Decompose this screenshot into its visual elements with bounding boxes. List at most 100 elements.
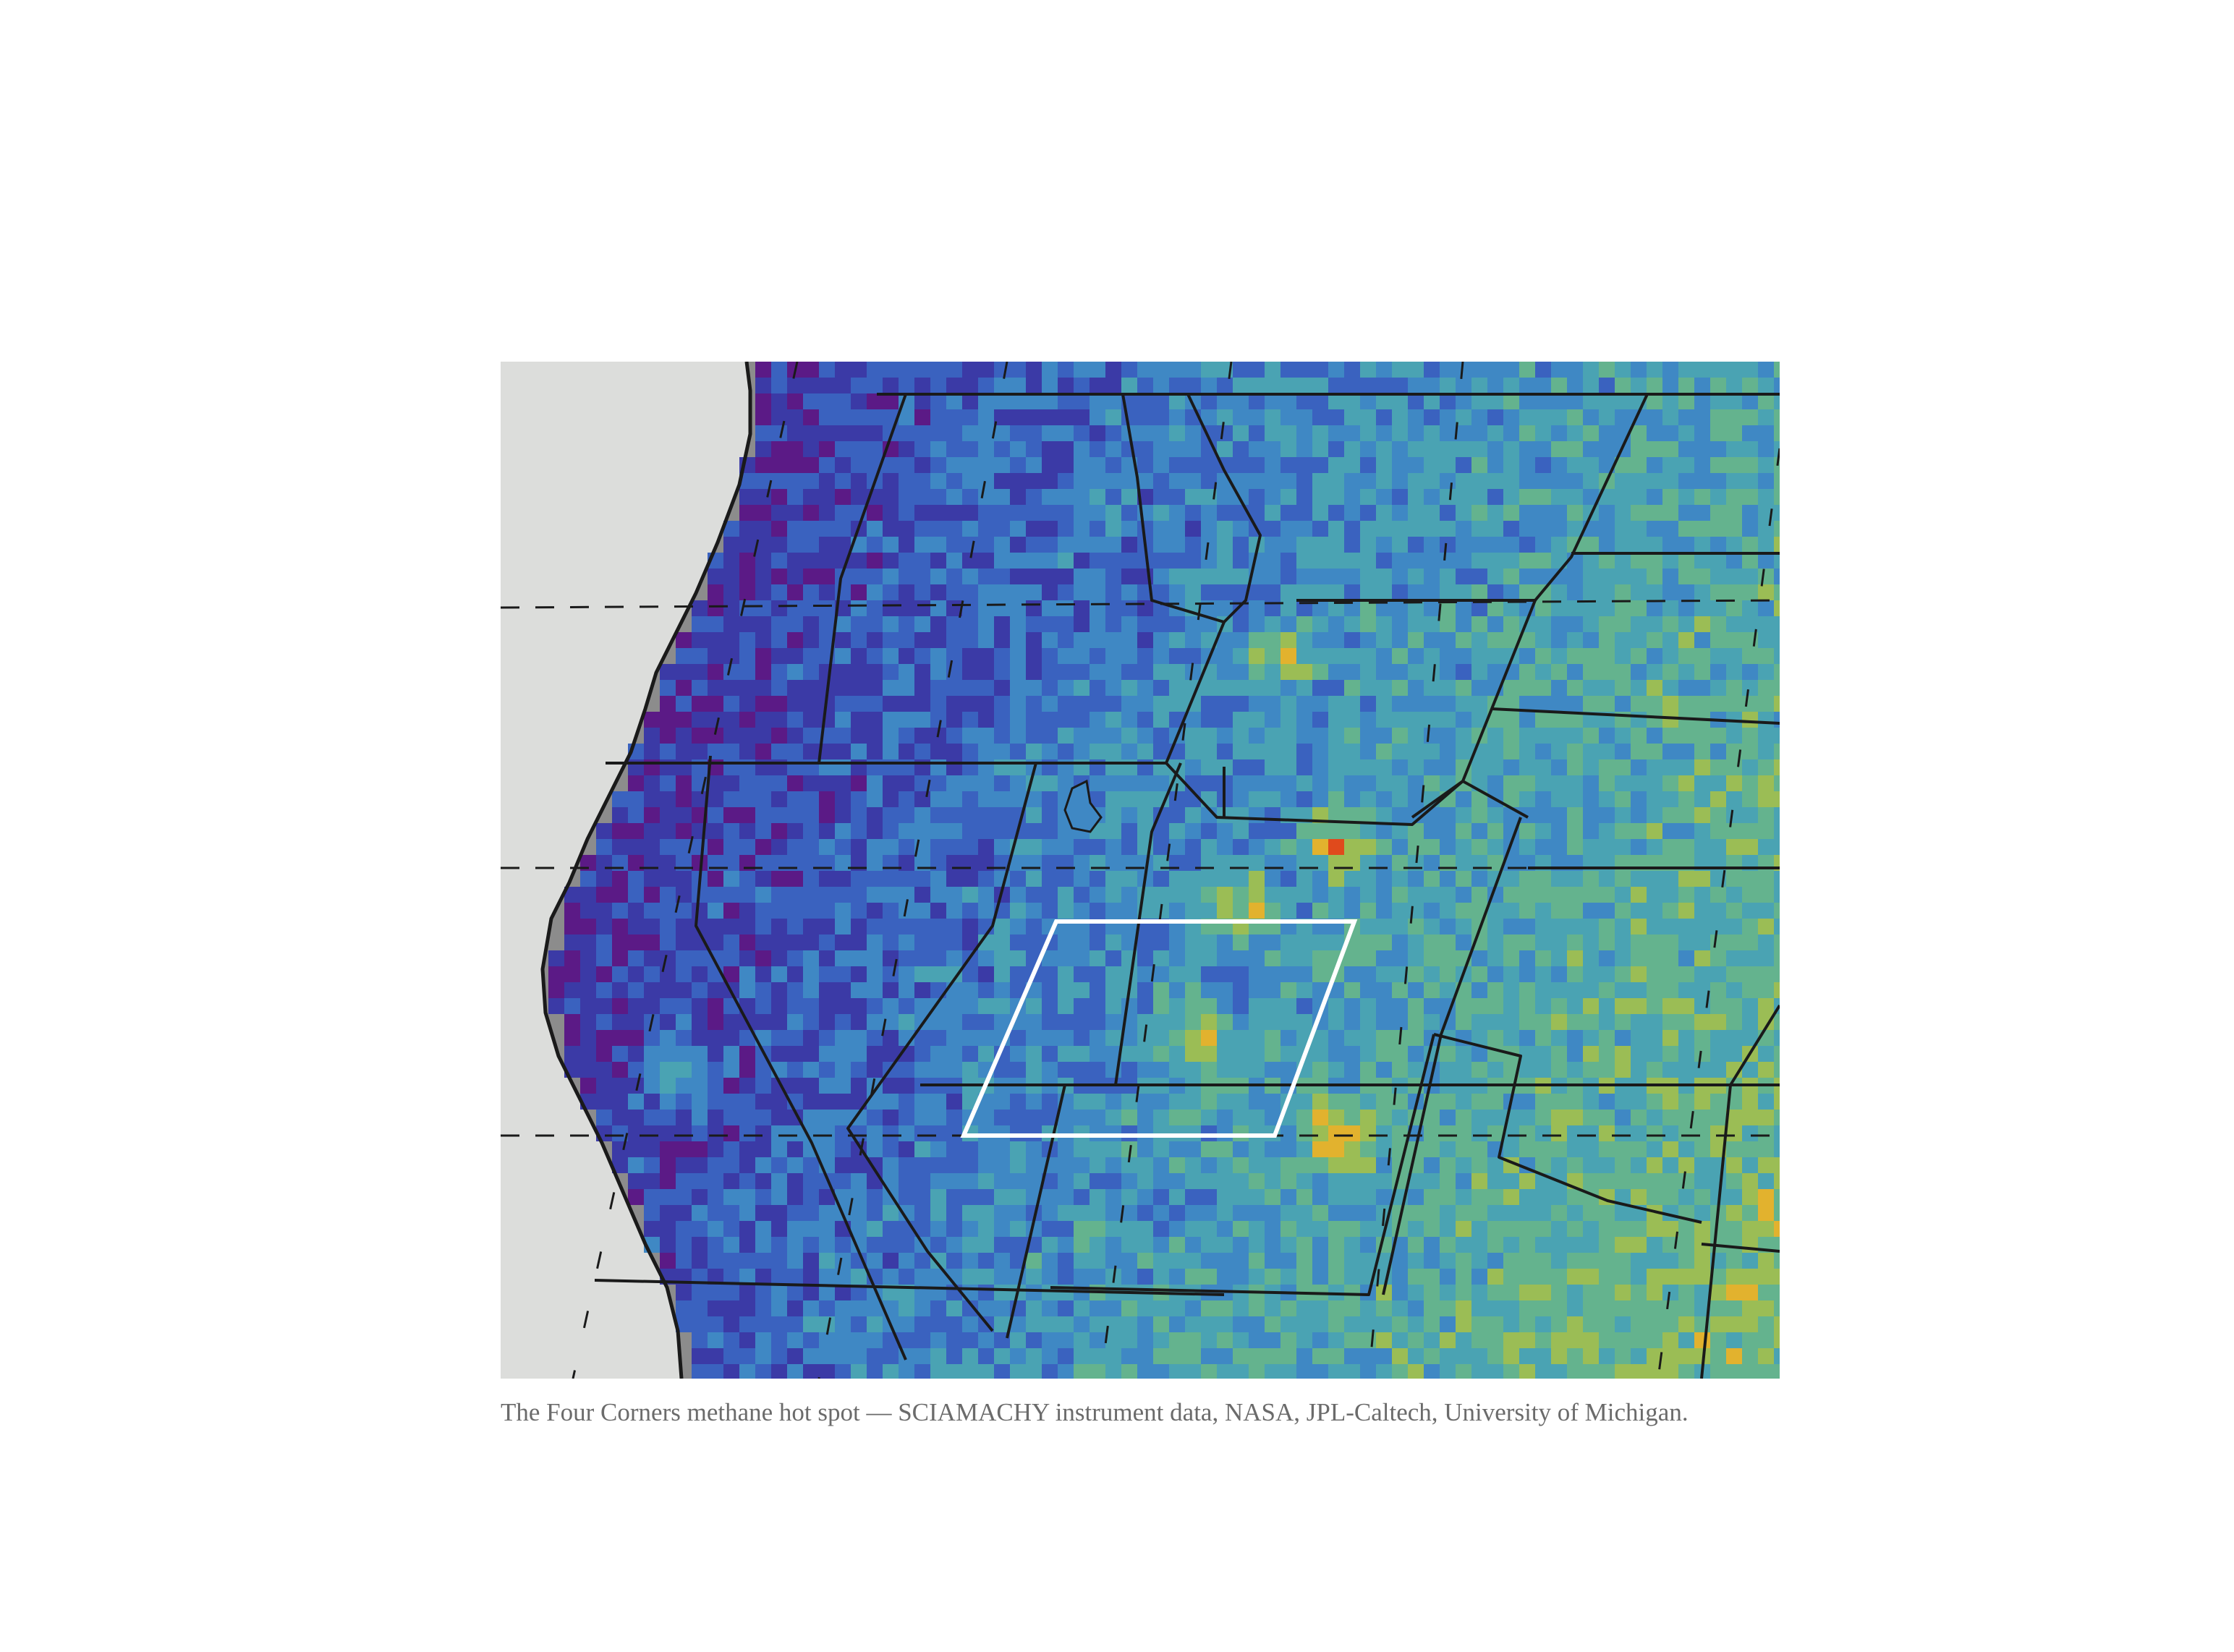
data-cell bbox=[1678, 584, 1694, 600]
data-cell bbox=[1471, 1157, 1487, 1173]
data-cell bbox=[962, 1094, 978, 1110]
data-cell bbox=[1249, 982, 1265, 998]
data-cell bbox=[1694, 632, 1710, 648]
data-cell bbox=[1153, 409, 1169, 425]
data-cell bbox=[1647, 1332, 1662, 1348]
data-cell bbox=[899, 664, 914, 680]
data-cell bbox=[1105, 1221, 1121, 1237]
data-cell bbox=[867, 362, 883, 378]
data-cell bbox=[1662, 378, 1678, 393]
data-cell bbox=[1169, 1141, 1185, 1157]
data-cell bbox=[835, 1173, 851, 1189]
data-cell bbox=[580, 919, 596, 934]
data-cell bbox=[723, 1157, 739, 1173]
data-cell bbox=[1090, 1348, 1105, 1364]
data-cell bbox=[1519, 378, 1535, 393]
data-cell bbox=[1249, 489, 1265, 505]
data-cell bbox=[1583, 441, 1599, 457]
data-cell bbox=[1694, 903, 1710, 919]
data-cell bbox=[803, 425, 819, 441]
data-cell bbox=[1026, 887, 1042, 903]
data-cell bbox=[1392, 696, 1408, 712]
data-cell bbox=[676, 728, 692, 744]
data-cell bbox=[1424, 473, 1440, 489]
data-cell bbox=[1631, 1253, 1647, 1269]
data-cell bbox=[1583, 489, 1599, 505]
data-cell bbox=[1169, 632, 1185, 648]
data-cell bbox=[1758, 807, 1774, 823]
data-cell bbox=[771, 1157, 787, 1173]
data-cell bbox=[723, 664, 739, 680]
data-cell bbox=[1026, 1332, 1042, 1348]
data-cell bbox=[1535, 1253, 1551, 1269]
data-cell bbox=[1249, 457, 1265, 473]
data-cell bbox=[1535, 616, 1551, 632]
data-cell bbox=[787, 1364, 803, 1379]
data-cell bbox=[1058, 982, 1074, 998]
data-cell bbox=[1440, 1221, 1456, 1237]
data-cell bbox=[819, 441, 835, 457]
data-cell bbox=[1344, 759, 1360, 775]
data-cell bbox=[994, 1348, 1010, 1364]
data-cell bbox=[1280, 1125, 1296, 1141]
data-cell bbox=[1121, 744, 1137, 759]
data-cell bbox=[1583, 1030, 1599, 1046]
data-cell bbox=[1647, 903, 1662, 919]
data-cell bbox=[1392, 919, 1408, 934]
data-cell bbox=[1535, 1300, 1551, 1316]
data-cell bbox=[787, 569, 803, 584]
data-cell bbox=[1710, 600, 1726, 616]
data-cell bbox=[723, 950, 739, 966]
data-cell bbox=[1567, 473, 1583, 489]
data-cell bbox=[1408, 393, 1424, 409]
data-cell bbox=[1440, 1157, 1456, 1173]
data-cell bbox=[755, 378, 771, 393]
data-cell bbox=[1535, 505, 1551, 521]
data-cell bbox=[930, 998, 946, 1014]
data-cell bbox=[1312, 982, 1328, 998]
data-cell bbox=[692, 744, 708, 759]
data-cell bbox=[867, 505, 883, 521]
data-cell bbox=[1042, 903, 1058, 919]
data-cell bbox=[1026, 1030, 1042, 1046]
data-cell bbox=[1296, 1110, 1312, 1125]
data-cell bbox=[1312, 1237, 1328, 1253]
data-cell bbox=[1010, 362, 1026, 378]
data-cell bbox=[867, 1300, 883, 1316]
data-cell bbox=[1631, 775, 1647, 791]
data-cell bbox=[1440, 664, 1456, 680]
data-cell bbox=[1296, 1094, 1312, 1110]
data-cell bbox=[1090, 1189, 1105, 1205]
data-cell bbox=[867, 616, 883, 632]
data-cell bbox=[1519, 680, 1535, 696]
data-cell bbox=[771, 505, 787, 521]
data-cell bbox=[676, 1110, 692, 1125]
data-cell bbox=[994, 744, 1010, 759]
data-cell bbox=[1153, 473, 1169, 489]
data-cell bbox=[1058, 966, 1074, 982]
data-cell bbox=[1519, 584, 1535, 600]
data-cell bbox=[851, 1332, 867, 1348]
data-cell bbox=[787, 966, 803, 982]
data-cell bbox=[819, 807, 835, 823]
data-cell bbox=[787, 1269, 803, 1285]
data-cell bbox=[1233, 553, 1249, 569]
data-cell bbox=[1471, 505, 1487, 521]
data-cell bbox=[1599, 441, 1615, 457]
data-cell bbox=[1487, 775, 1503, 791]
data-cell bbox=[1487, 1300, 1503, 1316]
data-cell bbox=[1583, 569, 1599, 584]
data-cell bbox=[994, 1332, 1010, 1348]
data-cell bbox=[819, 1030, 835, 1046]
data-cell bbox=[1058, 505, 1074, 521]
data-cell bbox=[1599, 1030, 1615, 1046]
data-cell bbox=[1249, 378, 1265, 393]
data-cell bbox=[1631, 887, 1647, 903]
data-cell bbox=[978, 950, 994, 966]
data-cell bbox=[1503, 600, 1519, 616]
data-cell bbox=[1647, 1221, 1662, 1237]
data-cell bbox=[867, 1173, 883, 1189]
data-cell bbox=[1503, 584, 1519, 600]
data-cell bbox=[1551, 600, 1567, 616]
data-cell bbox=[1631, 600, 1647, 616]
